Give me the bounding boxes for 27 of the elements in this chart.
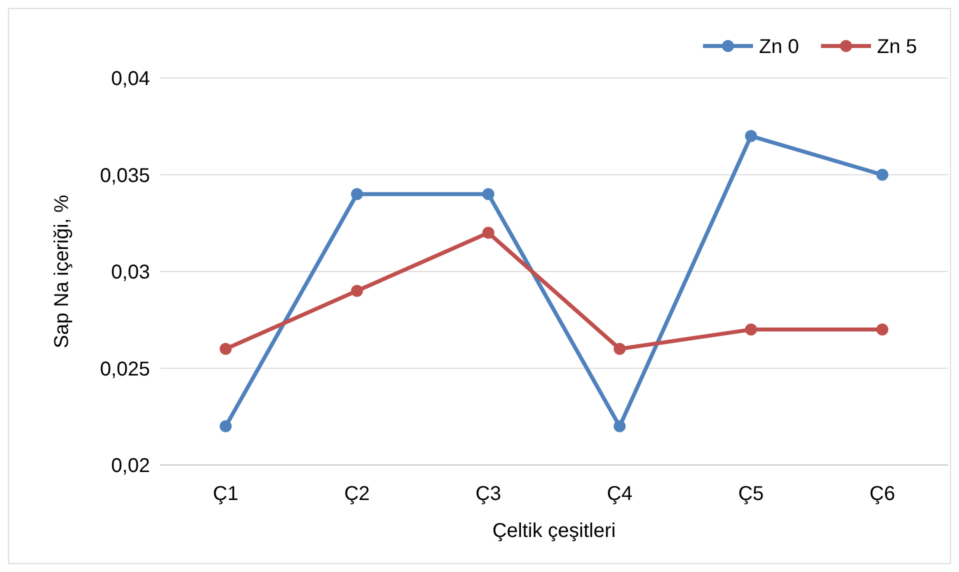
y-tick-label: 0,035 (100, 164, 150, 187)
y-tick-label: 0,025 (100, 358, 150, 380)
x-axis-title: Çeltik çeşitleri (492, 520, 616, 542)
x-tick-label: Ç1 (212, 483, 238, 505)
legend-label: Zn 5 (877, 36, 918, 58)
y-tick-label: 0,03 (111, 262, 150, 284)
point (220, 342, 232, 355)
point (614, 420, 626, 432)
x-tick-label: Ç5 (738, 483, 764, 505)
y-tick-label: 0,02 (111, 455, 150, 477)
y-axis-title: Sap Na içeriği, % (51, 194, 73, 348)
point (482, 226, 494, 239)
point (876, 168, 888, 181)
point (351, 284, 363, 297)
point (614, 342, 626, 355)
point (220, 420, 232, 432)
point (745, 130, 757, 142)
y-tick-label: 0,04 (111, 68, 150, 90)
x-tick-label: Ç4 (606, 483, 632, 505)
point (482, 188, 494, 200)
legend-label: Zn 0 (759, 36, 800, 58)
x-tick-label: Ç6 (870, 483, 896, 505)
point (745, 324, 757, 336)
point (876, 324, 888, 336)
x-tick-label: Ç3 (476, 483, 502, 505)
x-tick-label: Ç2 (344, 483, 370, 505)
point (351, 188, 363, 200)
